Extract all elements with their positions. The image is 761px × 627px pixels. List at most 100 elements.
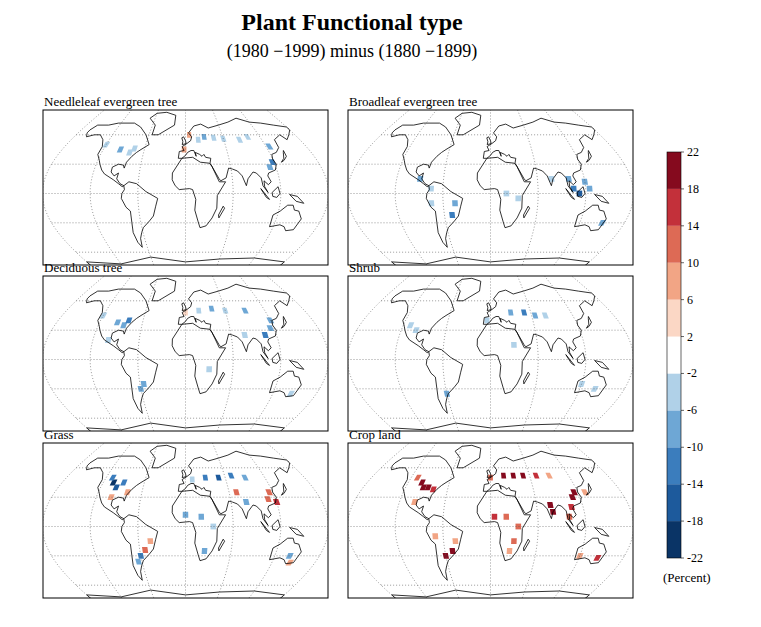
meridian bbox=[261, 276, 328, 431]
parallel bbox=[381, 585, 600, 586]
coastline bbox=[272, 353, 280, 364]
coastline bbox=[595, 528, 609, 537]
colorbar-tick-label: 14 bbox=[687, 219, 699, 233]
coastline bbox=[290, 528, 304, 537]
parallel bbox=[381, 418, 600, 419]
map-cell bbox=[120, 480, 127, 486]
coastline bbox=[575, 538, 607, 564]
colorbar-tick bbox=[681, 152, 684, 153]
parallel bbox=[76, 300, 295, 301]
coastline bbox=[595, 361, 609, 370]
map-cell bbox=[532, 313, 539, 319]
parallel bbox=[348, 359, 633, 360]
meridian bbox=[395, 110, 440, 265]
map-cell bbox=[414, 475, 422, 481]
meridian bbox=[185, 276, 186, 431]
parallel bbox=[348, 526, 633, 527]
coastline bbox=[577, 187, 585, 198]
map-cell bbox=[131, 146, 138, 152]
panel-title: Broadleaf evergreen tree bbox=[349, 94, 477, 109]
map-cell bbox=[243, 499, 250, 505]
panel-title: Grass bbox=[44, 427, 74, 442]
coastline bbox=[87, 590, 285, 598]
coastline bbox=[150, 445, 176, 468]
map-cell bbox=[407, 322, 415, 328]
coastline bbox=[219, 372, 225, 384]
map-cell bbox=[266, 164, 273, 170]
parallel bbox=[357, 330, 625, 331]
coastline bbox=[426, 515, 462, 581]
panel-frame bbox=[348, 276, 633, 431]
coastline bbox=[392, 590, 590, 598]
coastline bbox=[281, 151, 286, 163]
map-cell bbox=[141, 381, 147, 387]
parallel bbox=[52, 388, 320, 389]
parallel bbox=[357, 222, 625, 223]
colorbar-tick-label: -18 bbox=[687, 514, 703, 528]
coastline bbox=[566, 522, 575, 533]
meridian bbox=[43, 443, 110, 598]
colorbar-tick-label: 18 bbox=[687, 182, 699, 196]
map-cell bbox=[241, 475, 248, 481]
map-cell bbox=[507, 548, 513, 554]
coastline bbox=[270, 371, 302, 397]
map-cell bbox=[273, 499, 280, 505]
colorbar-tick bbox=[681, 410, 684, 411]
meridian bbox=[348, 110, 415, 265]
map-cell bbox=[211, 135, 217, 141]
panel-title: Crop land bbox=[349, 427, 401, 442]
coastline bbox=[272, 187, 280, 198]
coastline bbox=[586, 484, 591, 496]
parallel bbox=[381, 134, 600, 135]
coastline bbox=[487, 470, 491, 478]
map-cell bbox=[492, 514, 498, 520]
map-cell bbox=[511, 538, 517, 544]
meridian bbox=[541, 276, 586, 431]
map-cell bbox=[114, 319, 121, 325]
panel-frame bbox=[348, 443, 633, 598]
coastlines bbox=[87, 112, 304, 265]
coastline bbox=[566, 189, 575, 200]
map-cell bbox=[432, 533, 438, 539]
map-cell bbox=[209, 306, 215, 312]
coastline bbox=[87, 289, 150, 353]
map-cell bbox=[511, 342, 517, 348]
map-cell bbox=[265, 144, 273, 150]
coastline bbox=[150, 278, 176, 301]
coastline bbox=[392, 456, 455, 520]
map-cell bbox=[241, 308, 248, 314]
meridian bbox=[395, 443, 440, 598]
coastline bbox=[477, 157, 530, 227]
meridian bbox=[490, 443, 491, 598]
meridian bbox=[348, 443, 415, 598]
panel-title: Needleleaf evergreen tree bbox=[44, 94, 178, 109]
coastline bbox=[392, 123, 455, 187]
coastline bbox=[586, 317, 591, 329]
parallel bbox=[357, 164, 625, 165]
parallel bbox=[381, 467, 600, 468]
colorbar: -22-18-14-10-6-22610141822(Percent) bbox=[663, 145, 711, 585]
map-cell bbox=[203, 475, 209, 481]
map-panel bbox=[43, 443, 328, 598]
map-cell bbox=[199, 514, 205, 520]
coastline bbox=[178, 451, 289, 525]
coastline bbox=[392, 257, 590, 265]
map-cell bbox=[241, 332, 248, 338]
coastline bbox=[290, 361, 304, 370]
coastline bbox=[483, 284, 594, 358]
coastline bbox=[87, 423, 285, 431]
meridian bbox=[185, 443, 186, 598]
coastline bbox=[290, 195, 304, 204]
coastline bbox=[272, 520, 280, 531]
coastline bbox=[121, 515, 157, 581]
meridian bbox=[90, 443, 135, 598]
map-cell bbox=[109, 475, 117, 481]
map-cell bbox=[196, 308, 201, 314]
coastline bbox=[524, 206, 530, 218]
coastlines bbox=[392, 112, 609, 265]
map-panel bbox=[348, 443, 633, 598]
map-cell bbox=[236, 137, 243, 143]
meridian bbox=[395, 276, 440, 431]
meridian bbox=[236, 110, 281, 265]
meridian bbox=[43, 110, 110, 265]
